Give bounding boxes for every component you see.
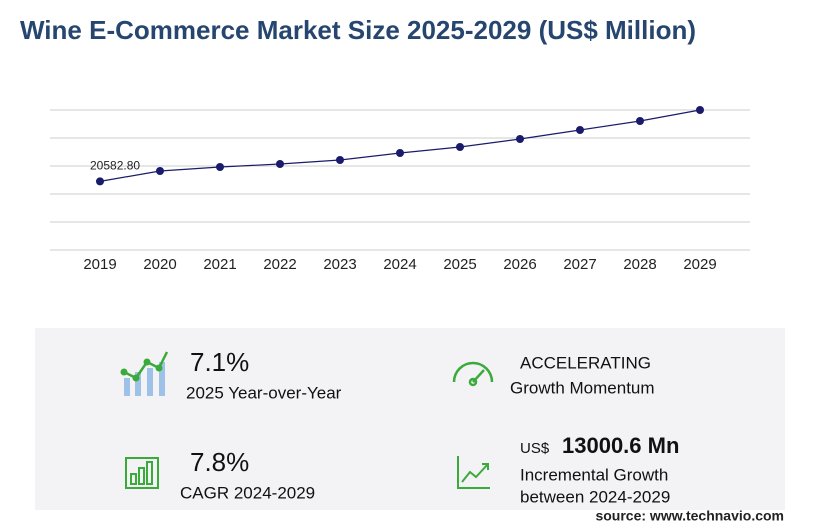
- stat-label: CAGR 2024-2029: [180, 483, 315, 502]
- x-tick-label: 2023: [323, 256, 356, 273]
- stat-value: ACCELERATING: [520, 353, 651, 372]
- icon-cagr: [125, 457, 159, 489]
- x-tick-label: 2024: [383, 256, 416, 273]
- point: [636, 117, 644, 125]
- x-tick-label: 2028: [623, 256, 656, 273]
- source: source: www.technavio.com: [595, 508, 784, 524]
- x-tick-label: 2020: [143, 256, 176, 273]
- x-tick-label: 2019: [83, 256, 116, 273]
- x-tick-label: 2026: [503, 256, 536, 273]
- stat-value: 7.1%: [190, 347, 249, 377]
- point: [456, 143, 464, 151]
- stat-label: Incremental Growth: [520, 465, 668, 484]
- point: [396, 149, 404, 157]
- stat-label: Growth Momentum: [510, 378, 655, 397]
- stats-panel: [35, 328, 785, 510]
- line: [99, 109, 701, 182]
- data-label: 20582.80: [90, 159, 140, 173]
- icon-growth: [457, 456, 490, 489]
- stat-label: 2025 Year-over-Year: [186, 383, 342, 402]
- icon-gauge: [452, 361, 494, 387]
- x-tick-label: 2025: [443, 256, 476, 273]
- point: [156, 167, 164, 175]
- stat-value: 7.8%: [190, 447, 249, 477]
- x-tick-label: 2029: [683, 256, 716, 273]
- point: [216, 163, 224, 171]
- x-tick-label: 2027: [563, 256, 596, 273]
- stat-value: 13000.6 Mn: [562, 433, 679, 458]
- point: [696, 106, 704, 114]
- point: [96, 177, 104, 186]
- x-tick-label: 2022: [263, 256, 296, 273]
- point: [516, 135, 524, 143]
- stat-prefix: US$: [520, 440, 550, 457]
- chart-title: Wine E-Commerce Market Size 2025-2029 (U…: [20, 15, 696, 45]
- point: [336, 156, 344, 164]
- point: [576, 126, 584, 134]
- icon-yoy: [120, 351, 169, 396]
- point: [276, 160, 284, 168]
- x-tick-label: 2021: [203, 256, 236, 273]
- stat-label: between 2024-2029: [520, 487, 670, 506]
